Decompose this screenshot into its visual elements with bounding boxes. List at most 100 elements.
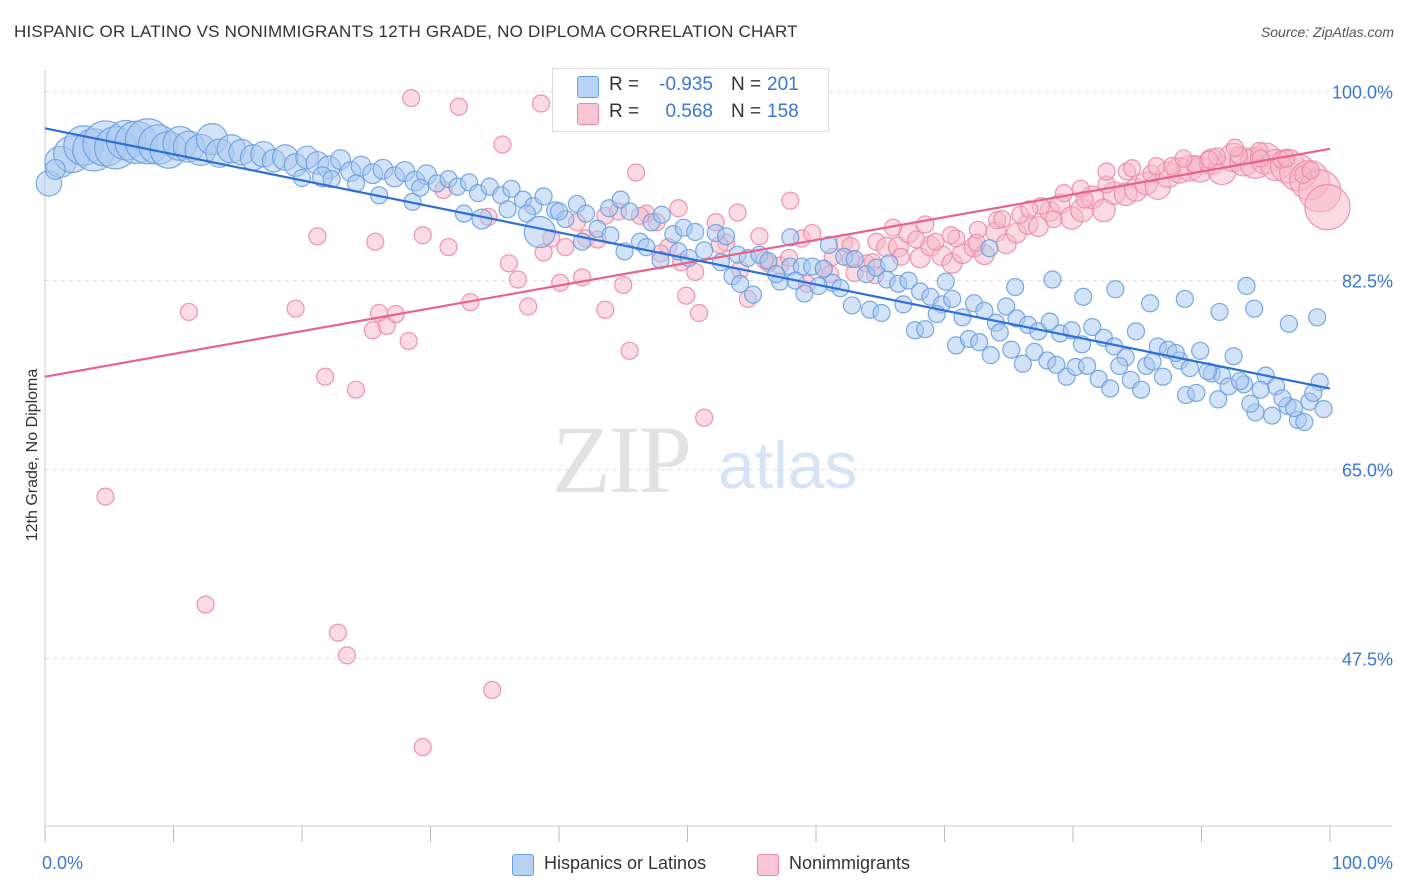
nonimmigrants-trend-line bbox=[44, 147, 1331, 378]
hispanics-point bbox=[1089, 369, 1108, 388]
hispanics-point bbox=[1209, 390, 1228, 409]
nonimmigrants-point bbox=[483, 680, 502, 700]
hispanics-point bbox=[1040, 312, 1059, 331]
hispanics-point bbox=[781, 228, 800, 247]
hispanics-point bbox=[842, 296, 862, 315]
nonimmigrants-point bbox=[677, 286, 696, 305]
nonimmigrants-point bbox=[1304, 184, 1351, 231]
hispanics-point bbox=[695, 241, 714, 260]
hispanics-point bbox=[731, 274, 750, 293]
hispanics-point bbox=[1237, 276, 1256, 296]
n-label: N = bbox=[731, 101, 762, 122]
gridlines bbox=[45, 91, 1392, 660]
hispanics-point bbox=[1140, 294, 1160, 313]
hispanics-point bbox=[322, 169, 341, 189]
hispanics-point bbox=[980, 239, 999, 258]
stats-row-hispanics: R = -0.935 N = 201 bbox=[553, 73, 828, 99]
r-value: -0.935 bbox=[659, 74, 713, 95]
hispanics-point bbox=[1101, 379, 1120, 398]
hispanics-point bbox=[517, 204, 536, 223]
watermark: ZIP atlas bbox=[552, 406, 857, 513]
nonimmigrants-points bbox=[96, 88, 1351, 757]
nonimmigrants-point bbox=[1027, 216, 1049, 238]
hispanics-point bbox=[814, 259, 833, 278]
hispanics-legend-swatch bbox=[512, 854, 534, 876]
nonimmigrants-point bbox=[556, 238, 575, 257]
hispanics-point bbox=[1013, 354, 1032, 373]
y-tick-label: 65.0% bbox=[1342, 461, 1393, 481]
hispanics-point bbox=[1273, 389, 1292, 408]
hispanics-point bbox=[1295, 412, 1314, 432]
hispanics-point bbox=[292, 168, 312, 188]
hispanics-point bbox=[1241, 394, 1260, 413]
nonimmigrants-point bbox=[508, 270, 527, 289]
source-label: Source: ZipAtlas.com bbox=[1260, 24, 1394, 40]
hispanics-point bbox=[1251, 380, 1270, 399]
hispanics-point bbox=[981, 346, 1000, 365]
n-value: 158 bbox=[767, 101, 799, 122]
nonimmigrants-point bbox=[926, 232, 945, 251]
nonimmigrants-point bbox=[1225, 138, 1245, 157]
nonimmigrants-point bbox=[531, 94, 551, 113]
nonimmigrants-point bbox=[614, 275, 633, 295]
nonimmigrants-point bbox=[366, 232, 385, 251]
hispanics-point bbox=[795, 284, 814, 303]
hispanics-point bbox=[523, 215, 556, 249]
hispanics-point bbox=[1191, 341, 1210, 360]
hispanics-point bbox=[1279, 314, 1298, 333]
chart-title: HISPANIC OR LATINO VS NONIMMIGRANTS 12TH… bbox=[14, 22, 798, 41]
stats-row-nonimmigrants: R = 0.568 N = 158 bbox=[553, 100, 828, 126]
r-value: 0.568 bbox=[665, 101, 713, 122]
hispanics-point bbox=[1175, 289, 1194, 309]
nonimmigrants-point bbox=[328, 623, 348, 642]
nonimmigrants-point bbox=[1044, 209, 1063, 229]
nonimmigrants-point bbox=[1097, 162, 1116, 181]
n-label: N = bbox=[731, 74, 762, 95]
y-tick-label: 82.5% bbox=[1342, 272, 1393, 292]
nonimmigrants-point bbox=[413, 226, 432, 245]
nonimmigrants-point bbox=[551, 273, 570, 292]
watermark-atlas: atlas bbox=[718, 428, 857, 502]
hispanics-point bbox=[990, 323, 1009, 342]
hispanics-point bbox=[549, 202, 569, 221]
y-tick-label: 100.0% bbox=[1332, 83, 1393, 103]
y-tick-label: 47.5% bbox=[1342, 650, 1393, 670]
nonimmigrants-point bbox=[308, 227, 327, 246]
nonimmigrants-point bbox=[493, 135, 512, 154]
nonimmigrants-point bbox=[1147, 157, 1166, 176]
nonimmigrants-point bbox=[316, 367, 335, 386]
hispanics-point bbox=[576, 204, 596, 223]
nonimmigrants-point bbox=[596, 300, 615, 319]
tick-labels: 47.5% 65.0% 82.5% 100.0% 0.0% 100.0% bbox=[42, 83, 1393, 873]
hispanics-point bbox=[1187, 383, 1206, 403]
hispanics-point bbox=[1224, 347, 1243, 366]
hispanics-point bbox=[1047, 355, 1066, 374]
hispanics-point bbox=[936, 272, 955, 291]
trend-lines bbox=[44, 127, 1331, 390]
nonimmigrants-point bbox=[907, 230, 926, 249]
hispanics-point bbox=[686, 222, 705, 242]
hispanics-point bbox=[1153, 367, 1173, 386]
hispanics-point bbox=[1106, 280, 1125, 299]
nonimmigrants-point bbox=[695, 408, 714, 427]
hispanics-point bbox=[997, 297, 1016, 316]
series-legend: Hispanics or Latinos Nonimmigrants bbox=[0, 852, 1406, 878]
nonimmigrants-point bbox=[1200, 150, 1219, 169]
y-axis-label: 12th Grade, No Diploma bbox=[24, 369, 41, 542]
nonimmigrants-point bbox=[337, 646, 357, 665]
hispanics-point bbox=[502, 179, 521, 198]
nonimmigrants-point bbox=[399, 331, 418, 351]
nonimmigrants-point bbox=[993, 209, 1012, 229]
legend-label: Hispanics or Latinos bbox=[544, 853, 707, 873]
hispanics-point bbox=[1083, 317, 1102, 337]
hispanics-point bbox=[1006, 277, 1025, 297]
hispanics-point bbox=[652, 205, 671, 224]
hispanics-point bbox=[411, 178, 430, 197]
nonimmigrants-point bbox=[941, 226, 961, 245]
hispanics-point bbox=[534, 187, 553, 206]
nonimmigrants-point bbox=[626, 163, 646, 182]
nonimmigrants-point bbox=[519, 297, 538, 316]
nonimmigrants-point bbox=[499, 254, 518, 273]
nonimmigrants-point bbox=[669, 199, 688, 218]
